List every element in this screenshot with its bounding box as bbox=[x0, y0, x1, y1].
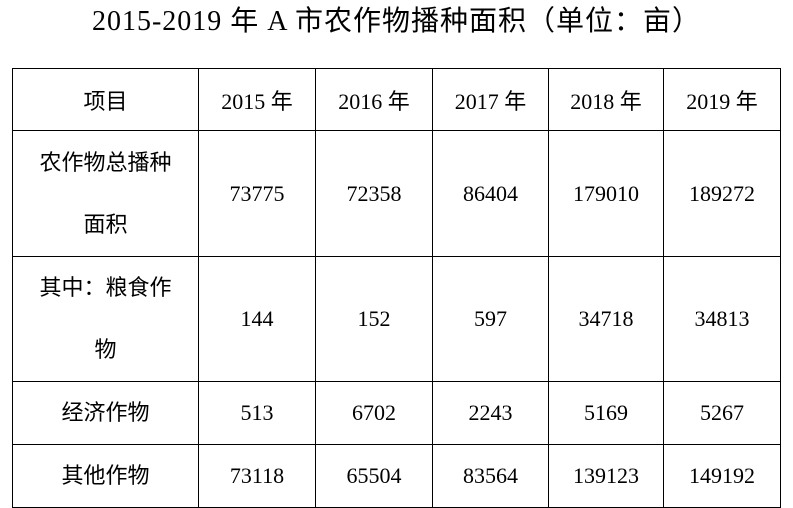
value-cell: 73775 bbox=[198, 130, 316, 257]
value-text: 149192 bbox=[689, 463, 755, 488]
value-text: 5267 bbox=[700, 400, 744, 425]
header-cell: 2016 年 bbox=[315, 68, 433, 131]
value-text: 72358 bbox=[346, 180, 402, 206]
value-text: 73118 bbox=[229, 463, 285, 488]
value-text: 73775 bbox=[229, 180, 285, 206]
value-cell: 83564 bbox=[432, 444, 549, 508]
header-cell: 项目 bbox=[12, 68, 199, 131]
value-text: 83564 bbox=[463, 463, 518, 488]
value-cell: 513 bbox=[198, 381, 316, 445]
data-table: 项目 2015 年 2016 年 2017 年 2018 年 2019 年农作物总播种面积… bbox=[12, 68, 781, 508]
value-cell: 144 bbox=[198, 256, 316, 382]
row-label-text: 其中：粮食作物 bbox=[39, 275, 172, 362]
value-text: 144 bbox=[240, 306, 274, 331]
value-text: 152 bbox=[357, 306, 391, 331]
value-text: 86404 bbox=[463, 180, 518, 206]
value-text: 6702 bbox=[352, 400, 396, 425]
value-cell: 5267 bbox=[663, 381, 781, 445]
value-cell: 139123 bbox=[548, 444, 664, 508]
data-row: 经济作物 513 6702 2243 5169 5267 bbox=[12, 381, 781, 445]
value-cell: 179010 bbox=[548, 130, 664, 257]
header-cell: 2018 年 bbox=[548, 68, 664, 131]
value-cell: 86404 bbox=[432, 130, 549, 257]
row-label-text: 农作物总播种面积 bbox=[39, 149, 172, 237]
value-text: 65504 bbox=[346, 463, 402, 488]
row-label: 其他作物 bbox=[12, 444, 199, 508]
value-text: 34718 bbox=[578, 306, 634, 331]
value-text: 597 bbox=[474, 306, 507, 331]
title: 2015-2019 年 A 市农作物播种面积（单位：亩） bbox=[91, 6, 701, 37]
row-label: 农作物总播种面积 bbox=[12, 130, 199, 257]
table-body: 项目 2015 年 2016 年 2017 年 2018 年 2019 年农作物总播种面积… bbox=[12, 68, 781, 508]
header-cell: 2015 年 bbox=[198, 68, 316, 131]
value-cell: 152 bbox=[315, 256, 433, 382]
value-cell: 34718 bbox=[548, 256, 664, 382]
row-label: 其中：粮食作物 bbox=[12, 256, 199, 382]
value-text: 34813 bbox=[694, 306, 750, 331]
data-row: 农作物总播种面积 73775 72358 86404 179010 189272 bbox=[12, 130, 781, 257]
value-text: 2243 bbox=[468, 400, 513, 425]
value-cell: 6702 bbox=[315, 381, 433, 445]
row-label-text: 经济作物 bbox=[61, 400, 150, 425]
value-cell: 5169 bbox=[548, 381, 664, 445]
value-text: 139123 bbox=[573, 463, 639, 488]
value-cell: 2243 bbox=[432, 381, 549, 445]
value-text: 179010 bbox=[573, 180, 639, 206]
value-cell: 597 bbox=[432, 256, 549, 382]
data-row: 其他作物 73118 65504 83564 139123 149192 bbox=[12, 444, 781, 508]
data-row: 其中：粮食作物 144 152 597 34718 34813 bbox=[12, 256, 781, 382]
header-cell: 2019 年 bbox=[663, 68, 781, 131]
value-text: 513 bbox=[240, 400, 274, 425]
value-cell: 189272 bbox=[663, 130, 781, 257]
row-label: 经济作物 bbox=[12, 381, 199, 445]
value-text: 189272 bbox=[689, 180, 755, 206]
value-cell: 149192 bbox=[663, 444, 781, 508]
value-cell: 34813 bbox=[663, 256, 781, 382]
page: 2015-2019 年 A 市农作物播种面积（单位：亩） 项目 2015 年 201… bbox=[12, 6, 781, 508]
value-cell: 65504 bbox=[315, 444, 433, 508]
header-row: 项目 2015 年 2016 年 2017 年 2018 年 2019 年 bbox=[12, 68, 781, 131]
value-text: 5169 bbox=[584, 400, 628, 425]
value-cell: 73118 bbox=[198, 444, 316, 508]
header-cell: 2017 年 bbox=[432, 68, 549, 131]
row-label-text: 其他作物 bbox=[61, 463, 150, 488]
value-cell: 72358 bbox=[315, 130, 433, 257]
